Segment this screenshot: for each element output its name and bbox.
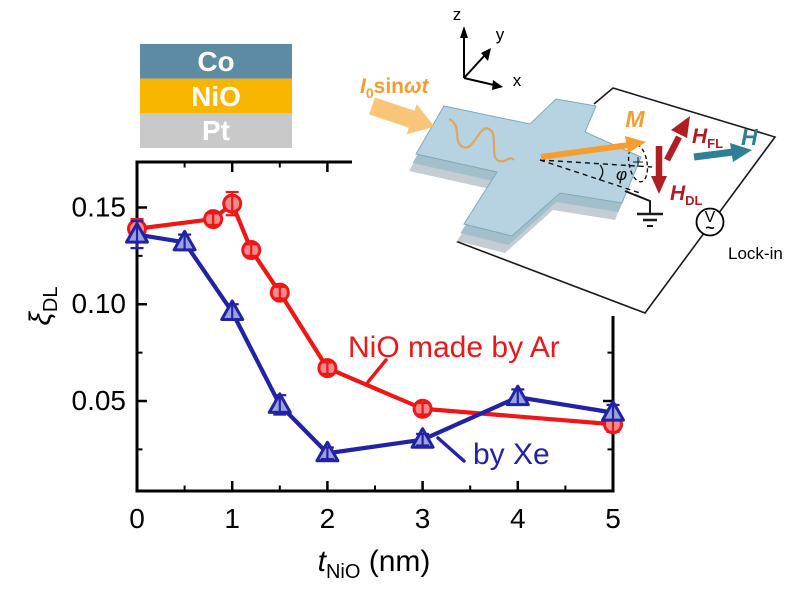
x-tick-label: 2 (320, 503, 336, 534)
hfl-arrowhead (671, 116, 690, 138)
voltmeter-wave-symbol: ~ (705, 220, 714, 237)
ac-sine-wave (448, 118, 515, 163)
h-field-arrow (693, 148, 734, 161)
layer-co (140, 44, 292, 79)
annotation-leader-line (366, 358, 388, 384)
x-tick-label: 4 (510, 503, 526, 534)
x-axis-line (463, 77, 495, 86)
hfl-label: HFL (692, 125, 723, 151)
coordinate-axes (463, 36, 495, 86)
voltmeter-label: V (705, 209, 716, 226)
phi-label: φ (616, 165, 627, 184)
device-top-face (415, 98, 642, 237)
x-tick-label: 0 (129, 503, 145, 534)
layer-pt (140, 113, 292, 148)
precession-ellipse (627, 143, 649, 183)
moment-label: M (625, 106, 645, 132)
hdl-label: HDL (670, 182, 703, 208)
y-axis-line (463, 54, 486, 79)
x-axis-arrowhead (492, 80, 503, 90)
y-tick-label: 0.05 (72, 385, 127, 416)
x-tick-label: 1 (224, 503, 240, 534)
series-annotation: by Xe (473, 438, 550, 471)
y-tick-label: 0.15 (72, 191, 127, 222)
layer-co-label: Co (197, 46, 234, 77)
current-label: I0sinωt (360, 75, 430, 101)
layer-pt-label: Pt (202, 115, 230, 146)
hdl-arrowhead (651, 176, 667, 194)
layer-nio (140, 78, 292, 114)
hfl-arrow (664, 135, 682, 162)
x-tick-label: 3 (415, 503, 431, 534)
z-axis-arrowhead (460, 26, 468, 38)
y-tick-label: 0.10 (72, 288, 127, 319)
h-field-arrowhead (730, 143, 752, 162)
voltmeter-circle (695, 207, 725, 237)
layer-stack-inset: Co NiO Pt (140, 44, 292, 148)
x-axis-label-triad: x (513, 71, 522, 90)
angle-construction (539, 143, 653, 194)
moment-arrow (540, 142, 630, 160)
efficiency-vs-thickness-chart: 0 1 2 3 4 5 0.05 0.10 0.15 NiO made by Ar by Xe (72, 160, 625, 534)
series-annotation: NiO made by Ar (348, 331, 560, 364)
lockin-label: Lock-in (728, 244, 783, 263)
series-line (134, 232, 616, 456)
x-axis-label: tNiO (nm) (318, 545, 431, 583)
phi-arc (598, 164, 604, 181)
z-axis-label: z (453, 5, 462, 24)
moment-arrowhead (625, 136, 646, 153)
y-axis-arrowhead (481, 48, 491, 61)
device-schematic: z y x I0sinωt φ (360, 5, 783, 314)
y-axis-label: ξDL (24, 287, 62, 326)
y-axis-label-triad: y (496, 25, 505, 44)
current-block-arrow (369, 97, 435, 135)
annotation-leader-line (436, 436, 466, 463)
ground-symbol (624, 190, 663, 227)
layer-nio-label: NiO (191, 81, 241, 112)
x-tick-label: 5 (605, 503, 621, 534)
h-field-label: H (741, 124, 758, 150)
